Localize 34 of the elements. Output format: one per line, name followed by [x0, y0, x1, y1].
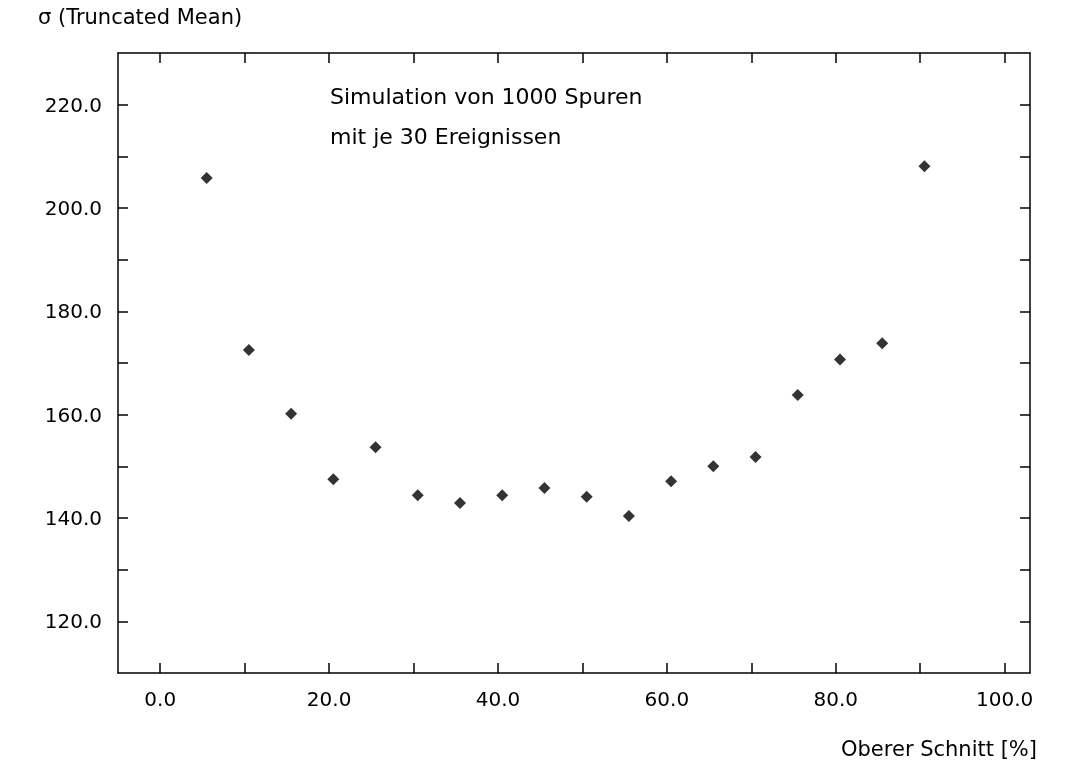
- point: [707, 460, 720, 473]
- y-tick-label: 220.0: [44, 92, 102, 117]
- point: [411, 489, 424, 502]
- x-tick-label: 40.0: [475, 687, 521, 711]
- point: [876, 337, 889, 350]
- point: [580, 490, 593, 503]
- annotation: Simulation von 1000 Spuren: [330, 83, 643, 109]
- point: [834, 353, 846, 366]
- y-tick-label: 180.0: [44, 299, 102, 324]
- point: [285, 407, 298, 420]
- point: [622, 509, 635, 522]
- point: [749, 451, 762, 464]
- point: [791, 389, 804, 402]
- point: [665, 475, 678, 488]
- x-axis-title: Oberer Schnitt [%]: [841, 736, 1038, 761]
- x-tick-label: 80.0: [813, 687, 859, 711]
- point: [918, 160, 931, 173]
- x-tick-label: 100.0: [976, 687, 1034, 711]
- x-tick-label: 0.0: [144, 687, 177, 711]
- point: [496, 489, 509, 502]
- point: [242, 344, 255, 357]
- point: [327, 473, 340, 486]
- y-tick-label: 160.0: [44, 402, 102, 427]
- y-tick-label: 120.0: [44, 609, 102, 634]
- y-axis-title: σ (Truncated Mean): [38, 4, 243, 29]
- point: [369, 441, 382, 454]
- x-tick-label: 20.0: [306, 687, 352, 711]
- y-tick-label: 200.0: [44, 196, 102, 220]
- y-tick-label: 140.0: [44, 506, 102, 530]
- x-tick-label: 60.0: [644, 687, 690, 711]
- annotation: mit je 30 Ereignissen: [330, 123, 562, 149]
- point: [538, 482, 551, 495]
- point: [454, 497, 466, 510]
- point: [200, 172, 213, 185]
